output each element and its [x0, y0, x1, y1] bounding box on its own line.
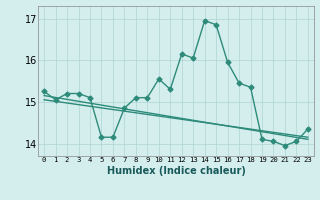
X-axis label: Humidex (Indice chaleur): Humidex (Indice chaleur) — [107, 166, 245, 176]
